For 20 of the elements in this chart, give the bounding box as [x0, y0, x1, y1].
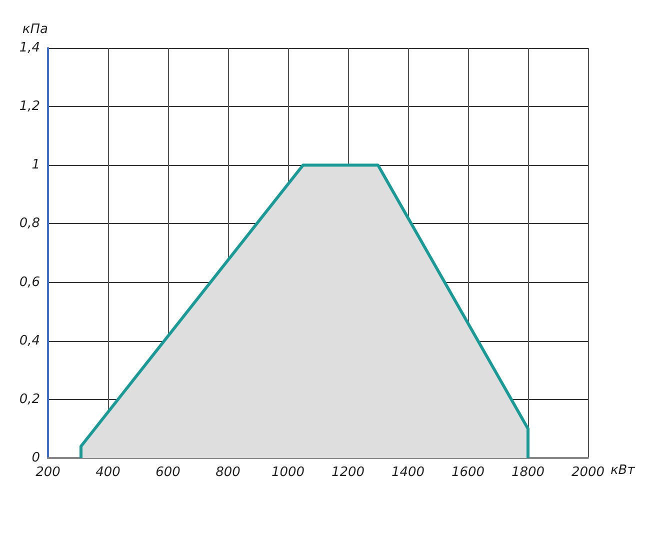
- x-tick-label: 1400: [391, 465, 425, 480]
- x-tick-label: 200: [36, 465, 60, 480]
- y-tick-label: 0,2: [19, 392, 40, 407]
- x-tick-label: 1800: [511, 465, 545, 480]
- y-tick-label: 0,4: [19, 333, 40, 348]
- y-tick-label: 1: [32, 158, 40, 173]
- x-tick-label: 2000: [571, 465, 605, 480]
- y-axis-title: кПа: [22, 22, 48, 37]
- x-tick-label: 1200: [331, 465, 365, 480]
- y-tick-label: 0,6: [19, 274, 40, 290]
- y-tick-label: 1,2: [19, 99, 40, 114]
- x-tick-label: 1000: [271, 465, 305, 480]
- x-axis-title: кВт: [610, 463, 636, 478]
- x-tick-label: 600: [156, 465, 180, 480]
- y-tick-label: 1,4: [19, 40, 40, 56]
- y-tick-label: 0,8: [19, 216, 40, 232]
- x-tick-label: 400: [96, 465, 120, 480]
- x-tick-label: 1600: [451, 465, 485, 480]
- x-tick-label: 800: [216, 465, 240, 480]
- y-tick-label: 0: [32, 450, 40, 466]
